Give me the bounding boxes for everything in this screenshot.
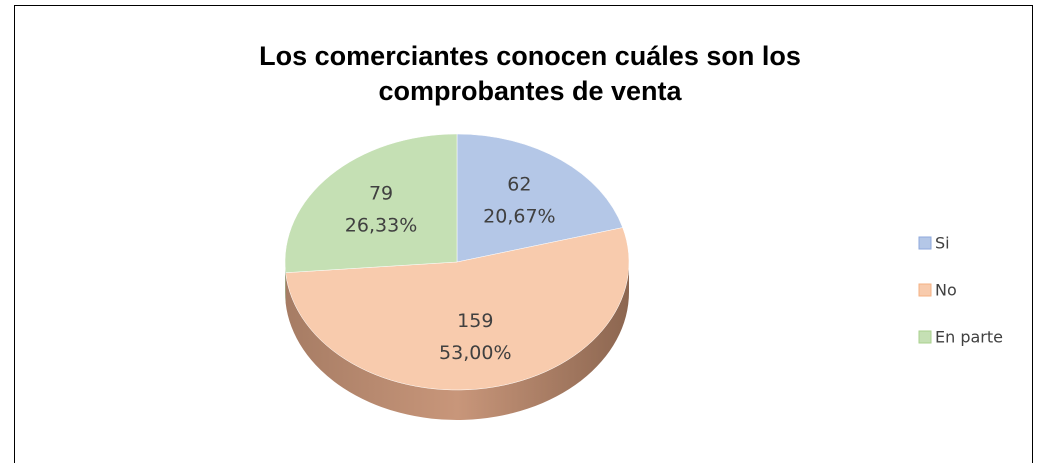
legend-label: No xyxy=(935,281,957,300)
data-label: 159 xyxy=(457,310,493,332)
legend-label: Si xyxy=(935,234,950,253)
slice-side xyxy=(285,262,629,420)
percent-label: 53,00% xyxy=(439,342,511,364)
slice xyxy=(284,133,458,273)
percent-label: 26,33% xyxy=(345,215,417,237)
slice xyxy=(456,133,624,263)
chart-title: Los comerciantes conocen cuáles son los c… xyxy=(259,41,801,106)
legend-swatch xyxy=(918,330,932,344)
legend-swatch xyxy=(918,283,932,297)
data-label: 79 xyxy=(369,183,393,205)
data-label: 62 xyxy=(507,173,531,195)
chart-frame xyxy=(14,5,1033,463)
legend-swatch xyxy=(918,236,932,250)
slice xyxy=(285,227,630,391)
legend-label: En parte xyxy=(935,328,1003,347)
percent-label: 20,67% xyxy=(483,205,555,227)
